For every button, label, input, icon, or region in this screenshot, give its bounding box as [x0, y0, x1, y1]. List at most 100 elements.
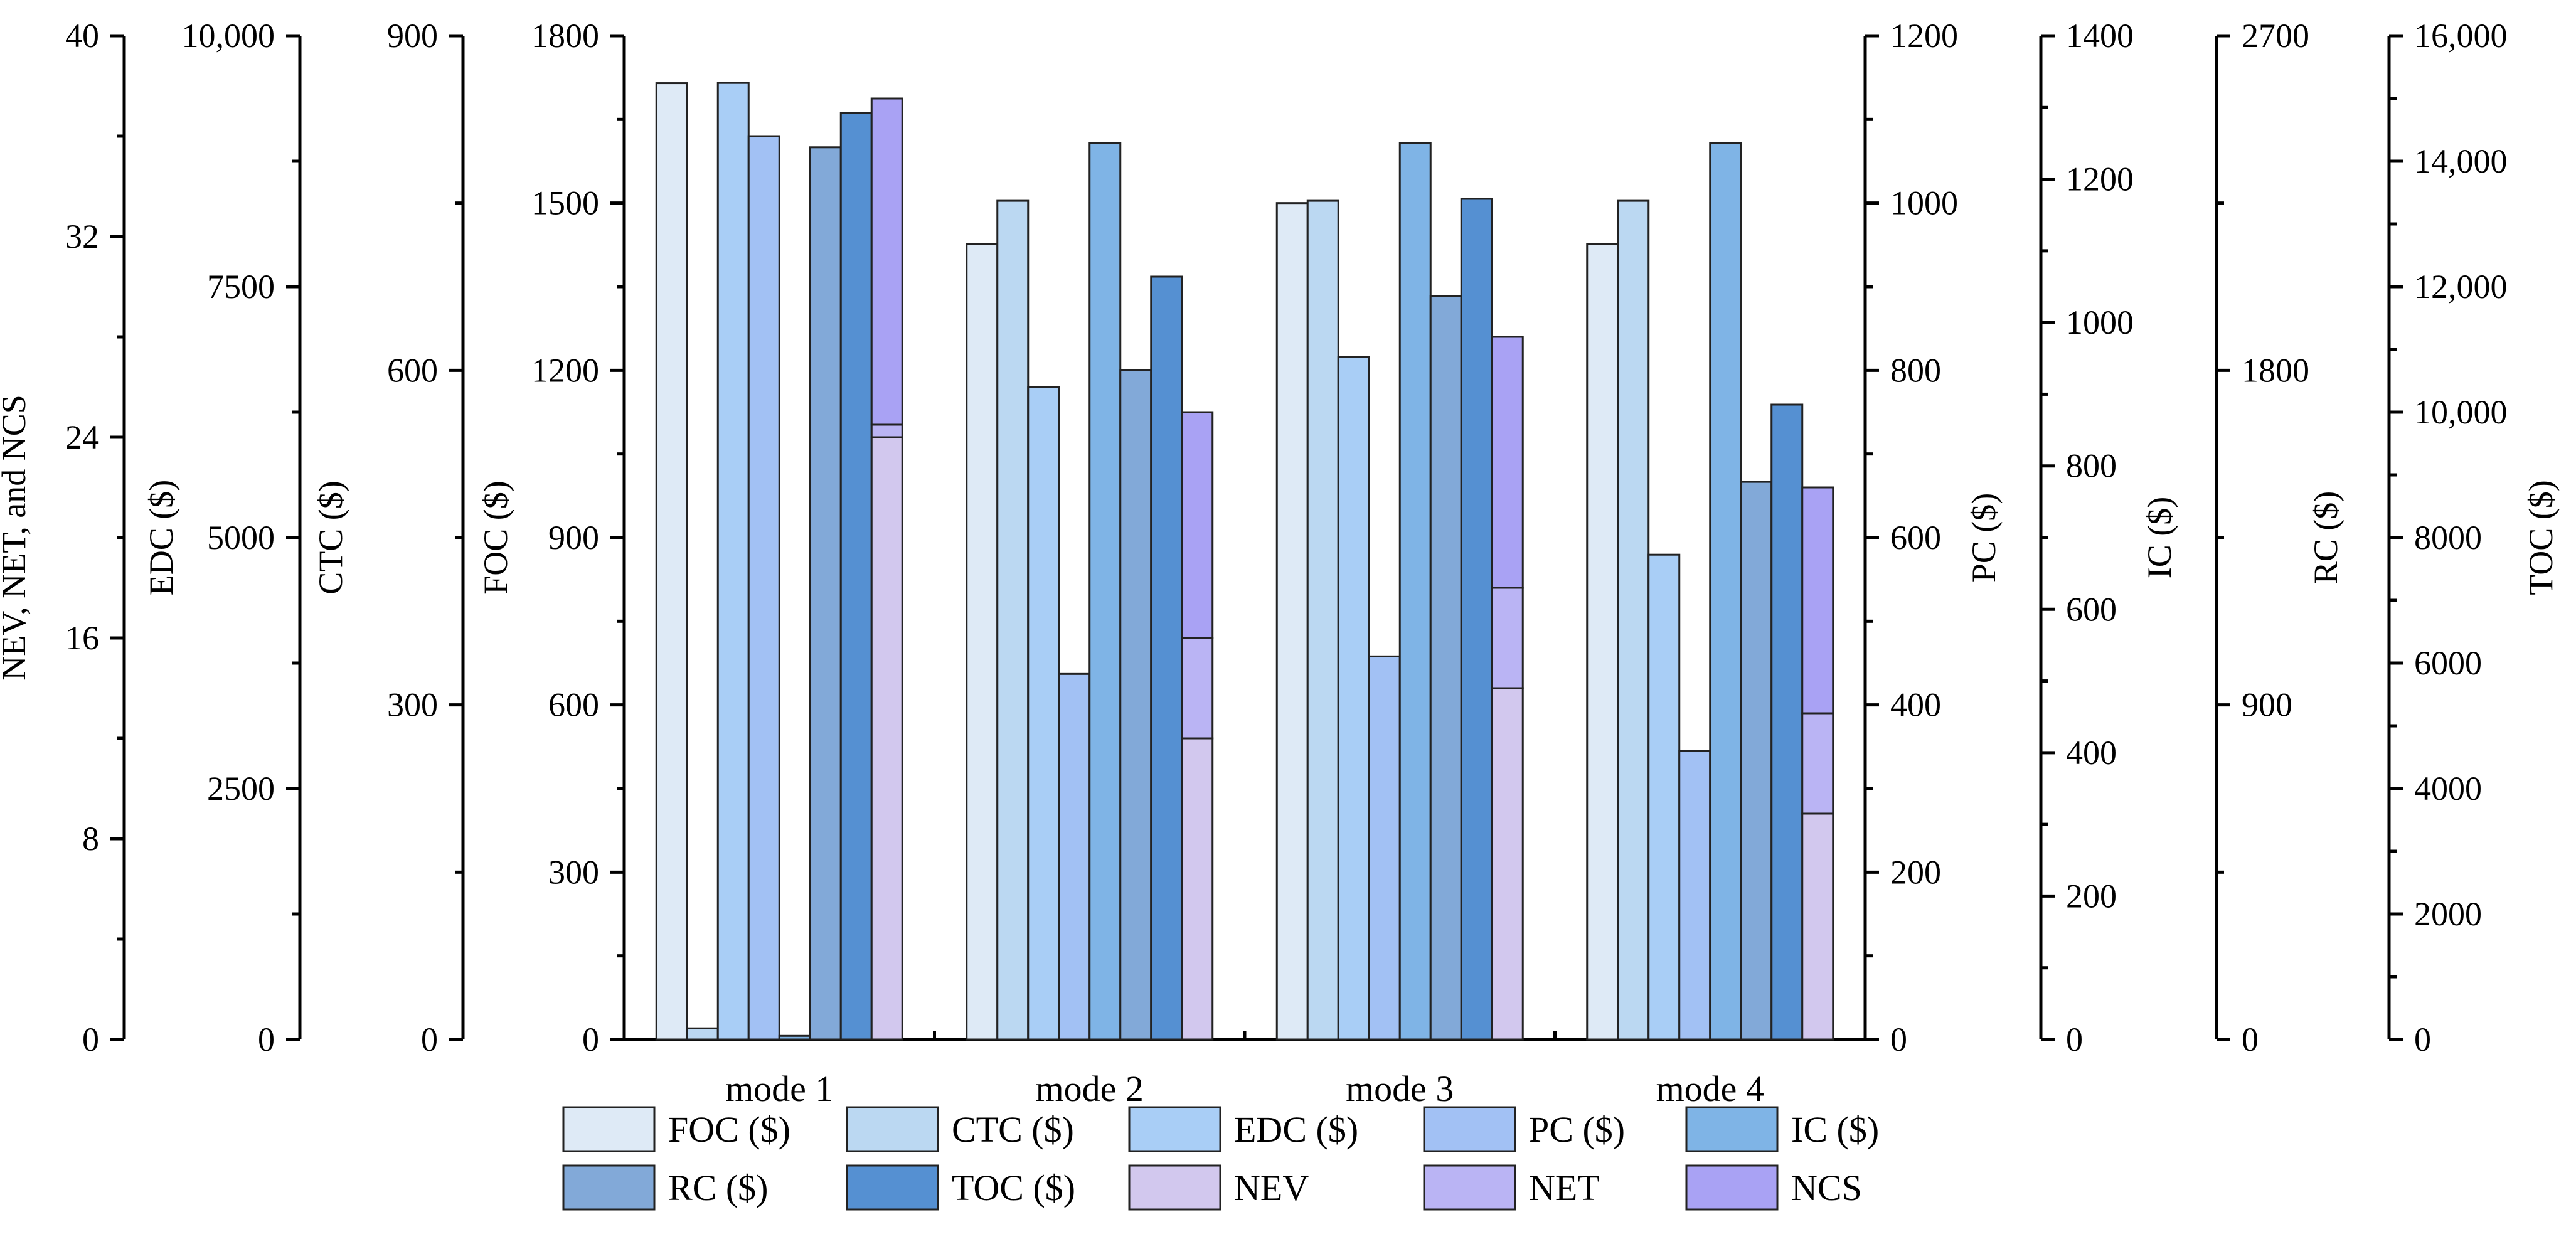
edc-axis-title: EDC ($): [142, 480, 180, 595]
ctc-tick-label: 300: [387, 686, 438, 724]
nev-axis-title: NEV, NET, and NCS: [0, 395, 33, 681]
edc-tick-label: 10,000: [182, 17, 275, 55]
bar: [1088, 142, 1122, 1041]
pc-tick-label: 200: [1890, 853, 1941, 891]
ic-axis-title: IC ($): [2141, 497, 2178, 578]
stacked-bar-segment: [1181, 637, 1214, 740]
pc-tick-label: 0: [1890, 1021, 1907, 1058]
toc-tick-label: 8000: [2414, 519, 2482, 556]
ic-tick-label: 800: [2066, 447, 2117, 485]
legend-item: IC ($): [1685, 1106, 1879, 1152]
bar: [1368, 655, 1401, 1041]
toc-axis-title: TOC ($): [2522, 480, 2560, 595]
bar: [1398, 142, 1432, 1041]
legend-swatch: [562, 1164, 656, 1211]
bar: [1306, 199, 1339, 1041]
bar: [1709, 142, 1742, 1041]
bar: [1740, 481, 1773, 1041]
bar: [1150, 275, 1183, 1041]
edc-tick-label: 0: [258, 1021, 275, 1058]
category-label: mode 3: [1346, 1068, 1454, 1109]
legend-label: NET: [1529, 1167, 1600, 1208]
legend-label: NEV: [1234, 1167, 1309, 1208]
bar: [1617, 199, 1650, 1041]
legend-item: CTC ($): [846, 1106, 1074, 1152]
foc-tick-label: 300: [548, 853, 599, 891]
legend-swatch: [1423, 1164, 1516, 1211]
legend-item: FOC ($): [562, 1106, 790, 1152]
ic-tick-label: 1400: [2066, 17, 2134, 55]
pc-axis-title: PC ($): [1965, 493, 2003, 583]
bar: [716, 82, 750, 1041]
ctc-axis-title: CTC ($): [312, 481, 349, 595]
legend-label: FOC ($): [668, 1109, 790, 1150]
stacked-bar-segment: [1491, 587, 1524, 689]
bar: [1678, 750, 1711, 1041]
stacked-bar-segment: [1491, 336, 1524, 589]
legend-label: NCS: [1791, 1167, 1862, 1208]
nev-tick-label: 24: [65, 418, 99, 456]
bar-group-mode-1: [655, 82, 903, 1041]
category-label: mode 2: [1036, 1068, 1144, 1109]
pc-tick-label: 600: [1890, 519, 1941, 556]
legend-label: PC ($): [1529, 1109, 1625, 1150]
legend-swatch: [1685, 1164, 1779, 1211]
legend-swatch: [1128, 1106, 1221, 1152]
legend-item: RC ($): [562, 1164, 769, 1211]
foc-tick-label: 1200: [531, 351, 599, 389]
legend-swatch: [1685, 1106, 1779, 1152]
nev-tick-label: 32: [65, 218, 99, 255]
category-labels-group: mode 1 mode 2 mode 3 mode 4: [725, 1068, 1764, 1109]
legend-swatch: [846, 1106, 939, 1152]
legend-item: TOC ($): [846, 1164, 1075, 1211]
foc-tick-label: 1500: [531, 184, 599, 222]
ic-tick-label: 600: [2066, 590, 2117, 628]
legend-label: CTC ($): [952, 1109, 1074, 1150]
bar-group-mode-3: [1275, 142, 1524, 1041]
toc-tick-label: 12,000: [2414, 268, 2508, 306]
stacked-bar-segment: [1491, 687, 1524, 1041]
ic-tick-label: 400: [2066, 734, 2117, 772]
stacked-bar-segment: [1181, 411, 1214, 639]
pc-tick-label: 400: [1890, 686, 1941, 724]
bar-group-mode-4: [1586, 142, 1834, 1041]
bar: [1119, 369, 1152, 1041]
ctc-tick-label: 900: [387, 17, 438, 55]
legend-label: IC ($): [1791, 1109, 1879, 1150]
ic-tick-label: 1000: [2066, 304, 2134, 341]
foc-tick-label: 1800: [531, 17, 599, 55]
bars-group: [655, 82, 1834, 1041]
legend-item: EDC ($): [1128, 1106, 1358, 1152]
foc-tick-label: 900: [548, 519, 599, 556]
axes-group: 0 8 16 24 32 40 NEV, NET, and NCS 0 2500 5000 7500…: [0, 17, 2560, 1058]
ic-tick-label: 200: [2066, 877, 2117, 915]
foc-tick-label: 0: [582, 1021, 599, 1058]
rc-tick-label: 0: [2242, 1021, 2259, 1058]
bar: [1429, 295, 1462, 1041]
nev-tick-label: 40: [65, 17, 99, 55]
toc-tick-label: 16,000: [2414, 17, 2508, 55]
bar: [996, 199, 1030, 1041]
legend-label: EDC ($): [1234, 1109, 1358, 1150]
pc-axis: 0 200 400 600 800 1000 1200 PC ($): [1863, 17, 2003, 1058]
foc-axis-title: FOC ($): [477, 481, 514, 595]
category-label: mode 1: [725, 1068, 833, 1109]
legend-label: RC ($): [668, 1167, 769, 1208]
legend: FOC ($) CTC ($) EDC ($) PC ($) IC ($) RC ($) T…: [562, 1106, 1879, 1211]
edc-tick-label: 7500: [207, 268, 275, 306]
ctc-tick-label: 0: [421, 1021, 438, 1058]
bar: [747, 135, 780, 1041]
foc-tick-label: 600: [548, 686, 599, 724]
bar: [686, 1027, 719, 1041]
edc-axis: 0 2500 5000 7500 10,000 EDC ($): [142, 17, 302, 1058]
stacked-bar-segment: [1801, 812, 1834, 1041]
toc-tick-label: 0: [2414, 1021, 2431, 1058]
stacked-bar-segment: [870, 436, 903, 1041]
foc-axis: 0 300 600 900 1200 1500 1800 FOC ($): [477, 17, 626, 1058]
bar: [1337, 356, 1370, 1041]
pc-tick-label: 1000: [1890, 184, 1958, 222]
toc-tick-label: 4000: [2414, 770, 2482, 807]
category-label: mode 4: [1656, 1068, 1764, 1109]
